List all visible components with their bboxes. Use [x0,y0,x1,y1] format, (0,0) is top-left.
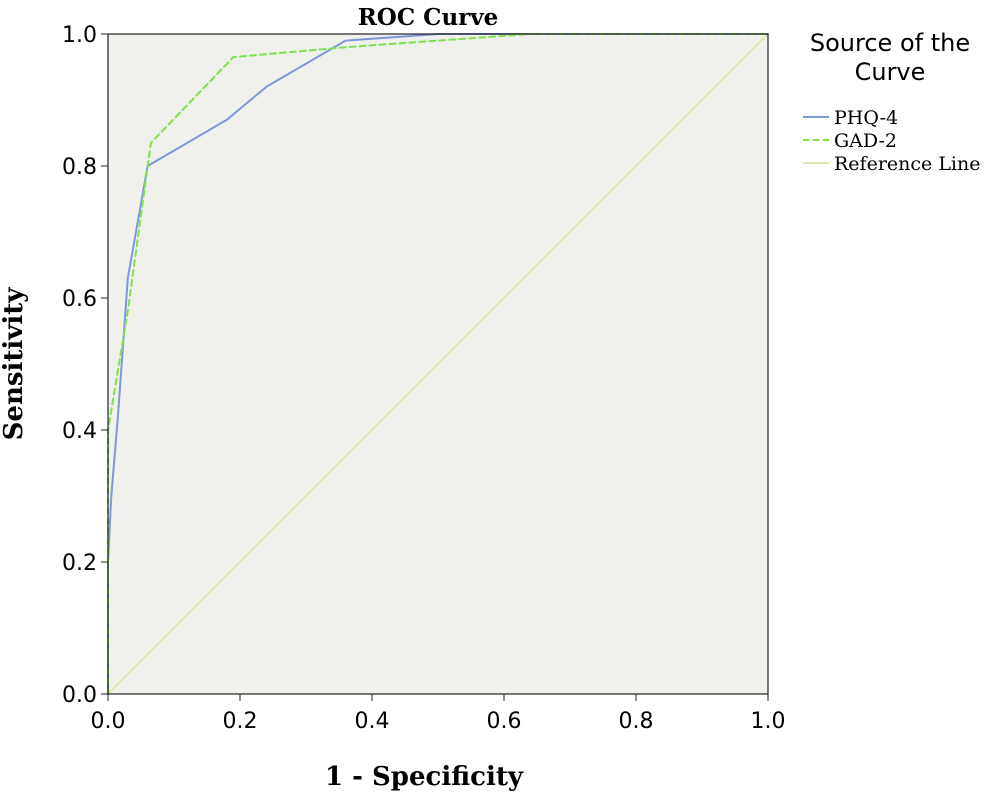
series-layer [107,33,769,695]
series-line-gad-2 [107,33,769,695]
y-tick-label: 0.6 [62,287,97,312]
y-axis-ticks: 0.0 0.2 0.4 0.6 0.8 1.0 [62,23,108,708]
y-axis-title: Sensitivity [0,287,29,441]
legend-label: Reference Line [834,153,981,175]
x-tick-label: 0.4 [355,709,390,734]
x-axis-title: 1 - Specificity [325,762,524,792]
legend: Source of the Curve PHQ-4GAD-2Reference … [803,29,981,175]
y-tick-label: 0.2 [62,551,97,576]
x-tick-label: 0.0 [91,709,126,734]
legend-label: GAD-2 [834,130,897,152]
y-tick-label: 0.0 [62,683,97,708]
x-tick-label: 0.8 [619,709,654,734]
series-line-reference-line [107,33,769,695]
x-axis-ticks: 0.0 0.2 0.4 0.6 0.8 1.0 [91,694,786,734]
chart-title: ROC Curve [358,4,499,31]
y-tick-label: 0.8 [62,155,97,180]
legend-label: PHQ-4 [834,107,898,129]
x-tick-label: 1.0 [751,709,786,734]
y-tick-label: 0.4 [62,419,97,444]
legend-title-line-1: Source of the [810,29,970,57]
x-tick-label: 0.6 [487,709,522,734]
legend-title-line-2: Curve [855,58,926,86]
x-tick-label: 0.2 [223,709,258,734]
plot-frame [107,33,769,695]
y-tick-label: 1.0 [62,23,97,48]
